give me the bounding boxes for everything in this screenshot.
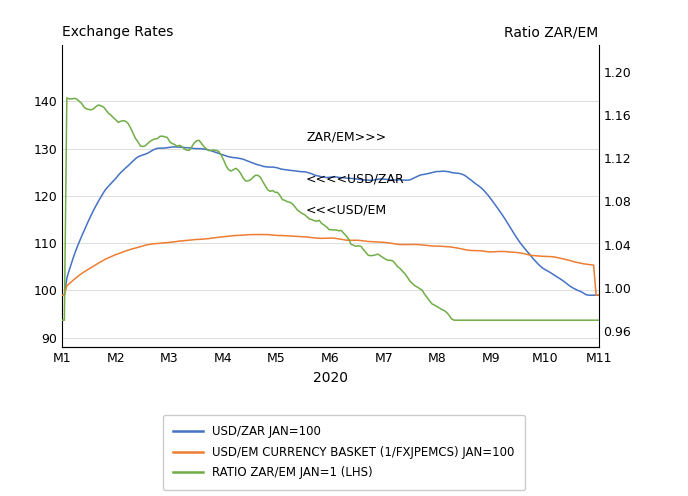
- Text: ZAR/EM>>>: ZAR/EM>>>: [306, 130, 386, 143]
- Text: <<<<USD/ZAR: <<<<USD/ZAR: [306, 173, 405, 186]
- X-axis label: 2020: 2020: [313, 371, 347, 384]
- Text: Exchange Rates: Exchange Rates: [62, 25, 173, 39]
- Legend: USD/ZAR JAN=100, USD/EM CURRENCY BASKET (1/FXJPEMCS) JAN=100, RATIO ZAR/EM JAN=1: USD/ZAR JAN=100, USD/EM CURRENCY BASKET …: [162, 415, 526, 490]
- Text: <<<USD/EM: <<<USD/EM: [306, 203, 387, 216]
- Text: Ratio ZAR/EM: Ratio ZAR/EM: [504, 25, 599, 39]
